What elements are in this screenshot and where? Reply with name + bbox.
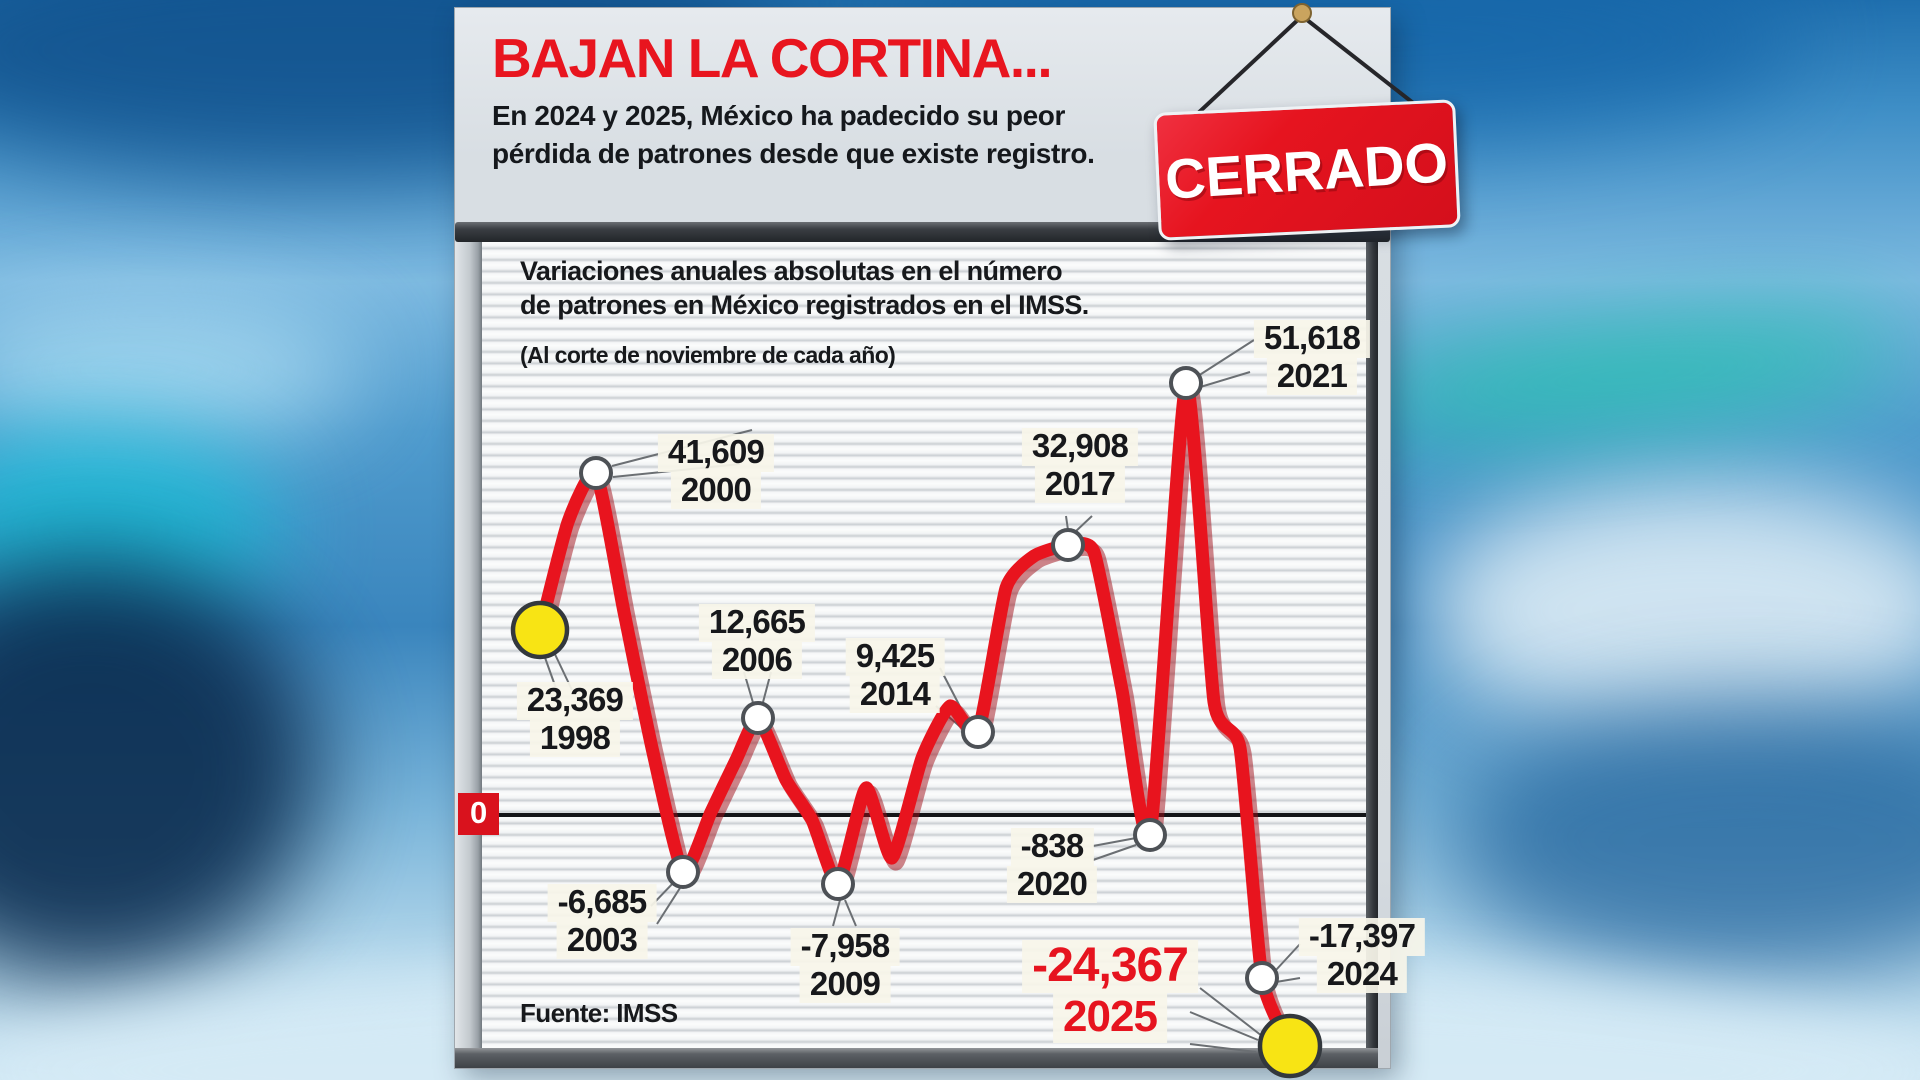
subtitle-line-2: pérdida de patrones desde que existe reg… — [492, 138, 1095, 169]
chart-description-line-1: Variaciones anuales absolutas en el núme… — [520, 256, 1063, 286]
cerrado-sign: CERRADO — [1153, 99, 1461, 241]
bg-blob — [1420, 480, 1920, 740]
chart-description-line-2: de patrones en México registrados en el … — [520, 290, 1089, 320]
shutter-right-edge — [1366, 242, 1378, 1048]
shutter-top-rail — [455, 222, 1390, 242]
shutter-left-frame — [455, 242, 482, 1048]
shutter-bottom-rail — [455, 1048, 1378, 1068]
subtitle-line-1: En 2024 y 2025, México ha padecido su pe… — [492, 100, 1066, 131]
bg-blob — [0, 560, 320, 980]
bg-blob — [1450, 700, 1920, 980]
chart-note: (Al corte de noviembre de cada año) — [520, 342, 896, 368]
bg-teal-streak — [1346, 300, 1914, 450]
zero-axis-label: 0 — [458, 793, 500, 835]
bg-blob — [0, 300, 360, 440]
page-title: BAJAN LA CORTINA... — [492, 27, 1053, 89]
chart-source: Fuente: IMSS — [520, 998, 678, 1028]
cerrado-sign-text: CERRADO — [1163, 129, 1451, 211]
